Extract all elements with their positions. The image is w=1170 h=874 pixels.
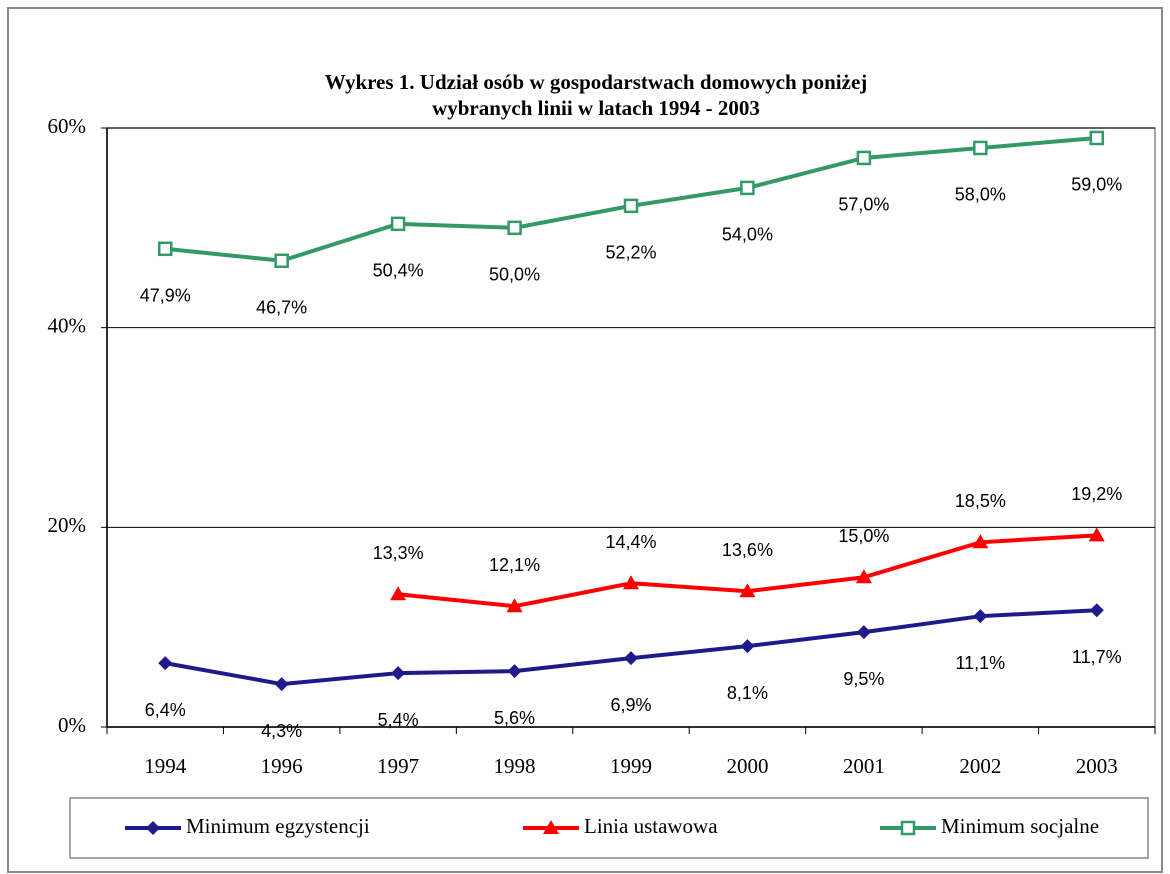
data-point [274, 677, 289, 692]
data-label: 9,5% [843, 669, 884, 689]
data-label: 5,6% [494, 708, 535, 728]
data-label: 52,2% [605, 243, 656, 263]
data-point [1088, 527, 1105, 542]
data-point [624, 651, 638, 666]
data-label: 8,1% [727, 683, 768, 703]
data-point [740, 639, 755, 654]
data-label: 58,0% [955, 185, 1006, 205]
y-tick-label: 60% [48, 114, 87, 138]
data-label: 13,6% [722, 540, 773, 560]
data-point [390, 586, 407, 601]
data-label: 57,0% [838, 195, 889, 215]
data-label: 54,0% [722, 225, 773, 245]
data-point [623, 575, 639, 590]
legend-label: Linia ustawowa [584, 814, 718, 838]
data-point [972, 534, 989, 549]
data-label: 50,0% [489, 265, 540, 285]
data-point [507, 664, 522, 679]
data-label: 6,9% [610, 695, 651, 715]
data-label: 46,7% [256, 298, 307, 318]
data-label: 12,1% [489, 555, 540, 575]
data-point [973, 609, 988, 624]
chart-title: wybranych linii w latach 1994 - 2003 [432, 96, 760, 120]
x-tick-label: 1997 [377, 754, 419, 778]
y-tick-label: 20% [48, 513, 87, 537]
y-tick-label: 0% [58, 713, 86, 737]
x-tick-label: 2002 [959, 754, 1001, 778]
x-tick-label: 1998 [494, 754, 536, 778]
data-point [507, 220, 522, 236]
y-tick-label: 40% [48, 313, 87, 337]
data-point [157, 241, 173, 257]
data-point [1089, 130, 1105, 146]
data-label: 4,3% [261, 721, 302, 741]
x-tick-label: 2001 [843, 754, 885, 778]
x-tick-label: 1999 [610, 754, 652, 778]
data-label: 19,2% [1071, 484, 1122, 504]
x-tick-label: 2000 [726, 754, 768, 778]
legend-label: Minimum socjalne [941, 814, 1099, 838]
data-label: 15,0% [838, 526, 889, 546]
data-point [855, 569, 872, 584]
data-label: 6,4% [145, 700, 186, 720]
chart-title: Wykres 1. Udział osób w gospodarstwach d… [325, 70, 868, 94]
data-point [740, 180, 755, 196]
data-point [274, 253, 289, 269]
data-label: 47,9% [140, 286, 191, 306]
data-point [1089, 603, 1104, 618]
legend-marker [146, 821, 160, 835]
data-point [856, 625, 871, 640]
x-tick-label: 1996 [261, 754, 303, 778]
data-label: 11,7% [1072, 647, 1122, 667]
data-point [390, 216, 406, 232]
data-label: 18,5% [955, 491, 1006, 511]
data-label: 13,3% [373, 543, 424, 563]
legend-marker [900, 820, 916, 836]
data-point [391, 666, 406, 681]
data-label: 59,0% [1071, 175, 1122, 195]
data-point [158, 656, 173, 671]
data-label: 14,4% [605, 532, 656, 552]
x-tick-label: 2003 [1076, 754, 1118, 778]
data-label: 5,4% [378, 710, 419, 730]
data-point [739, 583, 756, 598]
data-label: 11,1% [955, 653, 1005, 673]
legend-label: Minimum egzystencji [186, 814, 370, 838]
data-point [506, 598, 523, 613]
data-point [623, 198, 639, 214]
data-label: 50,4% [373, 261, 424, 281]
data-point [973, 140, 988, 156]
data-point [856, 150, 872, 166]
legend [69, 797, 1149, 859]
chart-frame [7, 7, 1163, 873]
x-tick-label: 1994 [144, 754, 187, 778]
legend-marker [543, 820, 559, 834]
